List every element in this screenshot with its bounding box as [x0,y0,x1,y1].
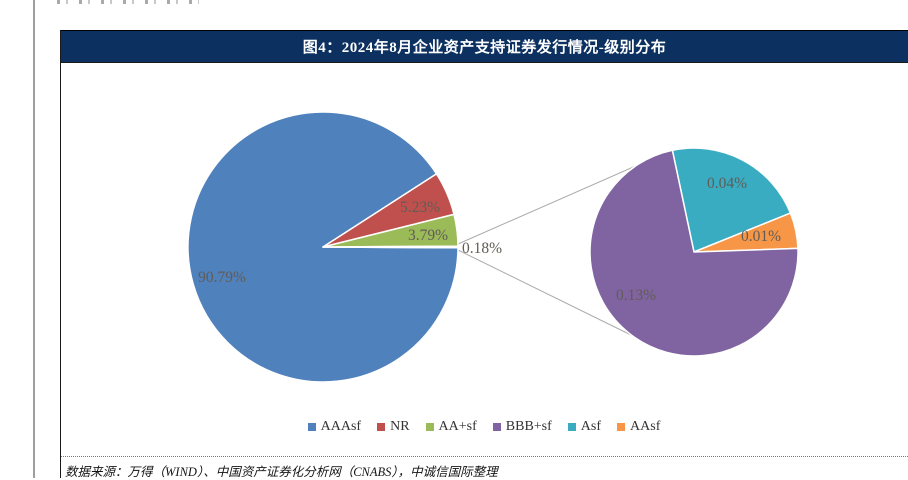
legend-label: AAsf [630,419,661,434]
plot-area [61,63,908,457]
legend-swatch-NR [377,423,386,431]
legend-label: BBB+sf [505,419,552,434]
legend-label: Asf [580,419,602,434]
clipped-text-fragment [57,0,199,4]
legend-swatch-AAsf [617,423,626,431]
figure-title: 图4：2024年8月企业资产支持证券发行情况-级别分布 [302,40,667,56]
data-label-other: 0.18% [461,240,503,257]
page-left-rule [33,0,35,478]
legend-swatch-BBB+sf [492,423,501,431]
legend-label: NR [390,419,410,434]
figure-title-bar: 图4：2024年8月企业资产支持证券发行情况-级别分布 [61,30,908,63]
legend-item-AA+sf: AA+sf [425,419,477,435]
legend-item-BBB+sf: BBB+sf [492,419,552,435]
legend-item-AAsf: AAsf [617,419,660,435]
legend-label: AA+sf [438,419,477,434]
legend-item-AAAsf: AAAsf [307,419,362,435]
data-label-nr: 5.23% [399,199,441,216]
source-note: 数据来源：万得（WIND）、中国资产证券化分析网（CNABS），中诚信国际整理 [65,465,498,479]
legend-item-Asf: Asf [567,419,602,435]
data-label-asf: 0.04% [706,175,748,192]
legend-swatch-AAAsf [307,423,316,431]
legend-swatch-AA+sf [425,423,434,431]
data-label-aaasf: 90.79% [198,269,246,286]
legend-swatch-Asf [567,423,576,431]
legend-label: AAAsf [320,419,362,434]
data-label-aa-plus-sf: 3.79% [407,227,449,244]
legend-item-NR: NR [377,419,410,435]
data-label-aasf: 0.01% [740,228,782,245]
legend: AAAsf NR AA+sf BBB+sf Asf AAsf [60,419,908,435]
data-label-bbb-plus-sf: 0.13% [615,287,657,304]
